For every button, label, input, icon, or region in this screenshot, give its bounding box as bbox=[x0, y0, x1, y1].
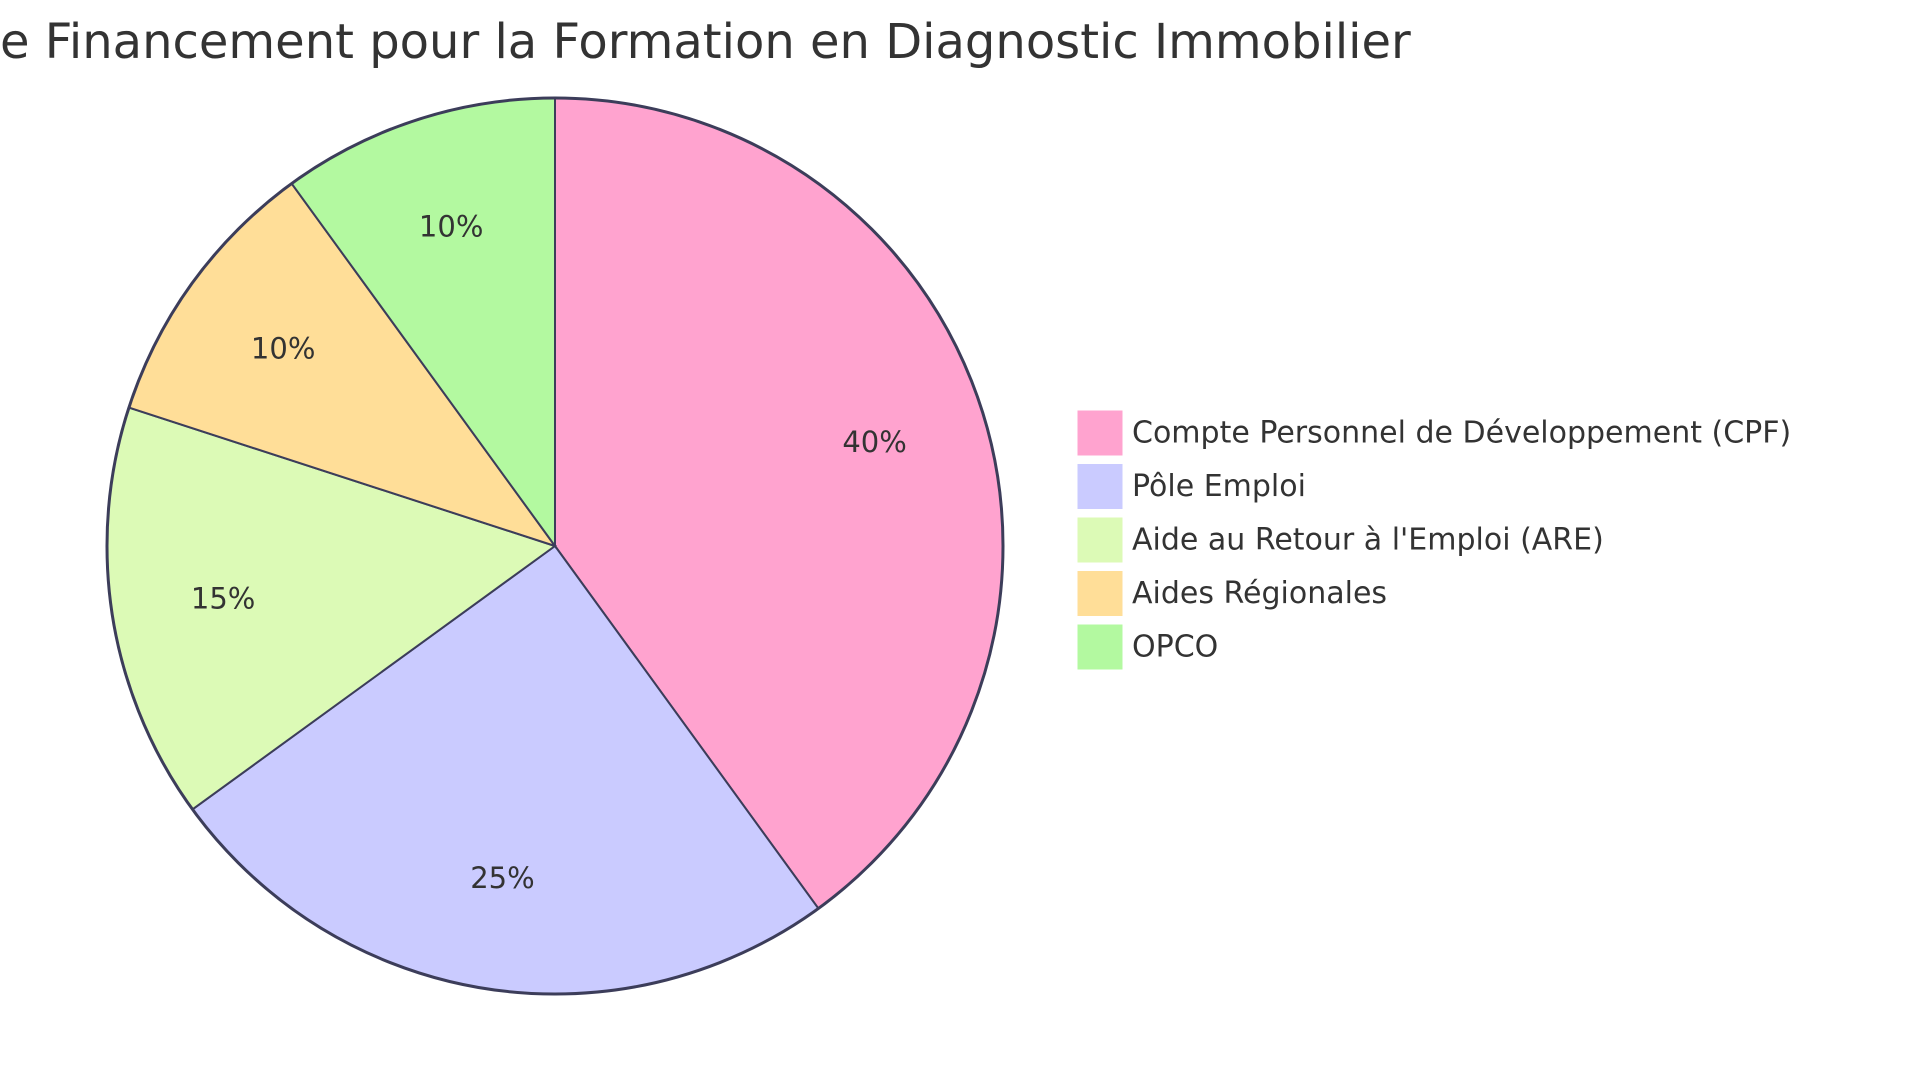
chart-title: e Financement pour la Formation en Diagn… bbox=[0, 14, 1411, 70]
legend-item-aide-au-retour-a-l-emploi-are: Aide au Retour à l'Emploi (ARE) bbox=[1077, 517, 1604, 563]
legend-item-pole-emploi: Pôle Emploi bbox=[1077, 464, 1306, 509]
legend-swatch bbox=[1077, 624, 1123, 670]
legend-item-compte-personnel-de-developpement-cpf: Compte Personnel de Développement (CPF) bbox=[1077, 410, 1791, 456]
legend: Compte Personnel de Développement (CPF) P… bbox=[1077, 410, 1791, 670]
pie-slices bbox=[105, 96, 1005, 996]
pie-outline bbox=[105, 96, 1005, 996]
legend-swatch bbox=[1077, 464, 1123, 509]
legend-label: Aides Régionales bbox=[1132, 576, 1387, 611]
pie-slice-labels: 40% 25% 15% 10% 10% bbox=[191, 209, 907, 894]
pie-slice-label-opco: 10% bbox=[419, 209, 483, 243]
pie-slice-label-aide-au-retour-a-l-emploi-are: 15% bbox=[191, 582, 255, 616]
pie-slice-label-compte-personnel-de-developpement-cpf: 40% bbox=[842, 425, 906, 459]
legend-label: Aide au Retour à l'Emploi (ARE) bbox=[1132, 523, 1604, 558]
legend-swatch bbox=[1077, 571, 1123, 616]
legend-label: Pôle Emploi bbox=[1132, 469, 1306, 504]
pie-slice-label-aides-regionales: 10% bbox=[251, 332, 315, 366]
legend-item-aides-regionales: Aides Régionales bbox=[1077, 571, 1387, 616]
legend-label: Compte Personnel de Développement (CPF) bbox=[1132, 416, 1791, 451]
legend-swatch bbox=[1077, 410, 1123, 456]
legend-label: OPCO bbox=[1132, 630, 1218, 665]
legend-item-opco: OPCO bbox=[1077, 624, 1218, 670]
pie-slice-label-pole-emploi: 25% bbox=[470, 861, 534, 895]
legend-swatch bbox=[1077, 517, 1123, 563]
